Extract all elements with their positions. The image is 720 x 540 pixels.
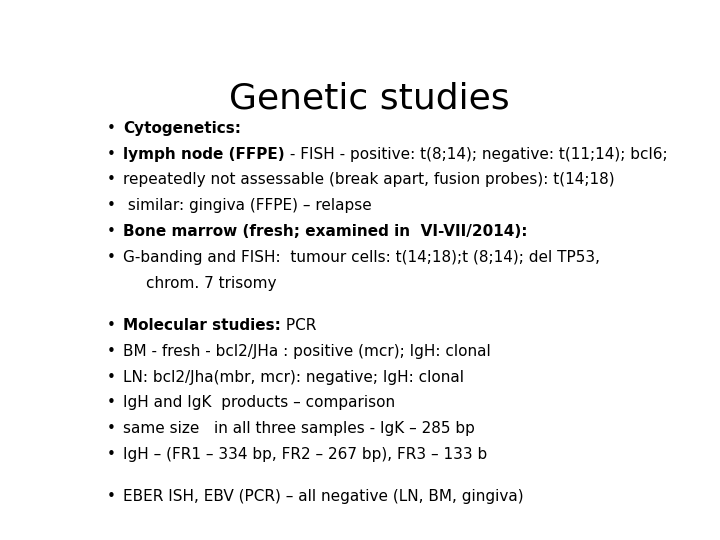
Text: lymph node (FFPE): lymph node (FFPE) xyxy=(124,147,285,161)
Text: •: • xyxy=(107,395,116,410)
Text: - FISH - positive: t(8;14); negative: t(11;14); bcl6;: - FISH - positive: t(8;14); negative: t(… xyxy=(285,147,667,161)
Text: •: • xyxy=(107,121,116,136)
Text: Bone marrow (fresh; examined in  VI-VII/2014):: Bone marrow (fresh; examined in VI-VII/2… xyxy=(124,224,528,239)
Text: •: • xyxy=(107,344,116,359)
Text: BM - fresh - bcl2/JHa : positive (mcr); IgH: clonal: BM - fresh - bcl2/JHa : positive (mcr); … xyxy=(124,344,491,359)
Text: LN: bcl2/Jha(mbr, mcr): negative; IgH: clonal: LN: bcl2/Jha(mbr, mcr): negative; IgH: c… xyxy=(124,369,464,384)
Text: •: • xyxy=(107,489,116,504)
Text: chrom. 7 trisomy: chrom. 7 trisomy xyxy=(145,275,276,291)
Text: Genetic studies: Genetic studies xyxy=(229,82,509,116)
Text: IgH – (FR1 – 334 bp, FR2 – 267 bp), FR3 – 133 b: IgH – (FR1 – 334 bp, FR2 – 267 bp), FR3 … xyxy=(124,447,487,462)
Text: •: • xyxy=(107,318,116,333)
Text: •: • xyxy=(107,224,116,239)
Text: •: • xyxy=(107,198,116,213)
Text: same size   in all three samples - IgK – 285 bp: same size in all three samples - IgK – 2… xyxy=(124,421,475,436)
Text: IgH and IgK  products – comparison: IgH and IgK products – comparison xyxy=(124,395,395,410)
Text: repeatedly not assessable (break apart, fusion probes): t(14;18): repeatedly not assessable (break apart, … xyxy=(124,172,615,187)
Text: •: • xyxy=(107,147,116,161)
Text: •: • xyxy=(107,447,116,462)
Text: •: • xyxy=(107,172,116,187)
Text: EBER ISH, EBV (PCR) – all negative (LN, BM, gingiva): EBER ISH, EBV (PCR) – all negative (LN, … xyxy=(124,489,524,504)
Text: Molecular studies:: Molecular studies: xyxy=(124,318,282,333)
Text: PCR: PCR xyxy=(282,318,317,333)
Text: Cytogenetics:: Cytogenetics: xyxy=(124,121,241,136)
Text: •: • xyxy=(107,369,116,384)
Text: •: • xyxy=(107,421,116,436)
Text: •: • xyxy=(107,250,116,265)
Text: similar: gingiva (FFPE) – relapse: similar: gingiva (FFPE) – relapse xyxy=(124,198,372,213)
Text: G-banding and FISH:  tumour cells: t(14;18);t (8;14); del TP53,: G-banding and FISH: tumour cells: t(14;1… xyxy=(124,250,600,265)
